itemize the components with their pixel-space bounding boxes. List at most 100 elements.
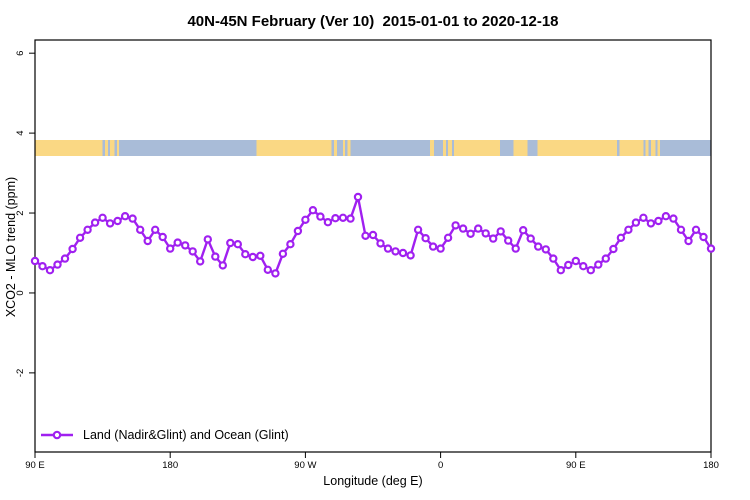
data-point — [83, 225, 92, 234]
data-point — [661, 211, 671, 221]
data-point — [75, 233, 85, 242]
data-point — [684, 236, 693, 246]
data-point — [601, 254, 611, 263]
data-point — [624, 225, 633, 234]
land-ocean-band-segment-ocean — [499, 139, 514, 156]
data-point — [564, 260, 573, 270]
y-tick-label: -2 — [15, 369, 26, 377]
data-point — [691, 225, 701, 234]
data-point — [338, 213, 348, 222]
data-point — [534, 242, 543, 251]
land-ocean-band-segment-land — [442, 139, 446, 156]
land-ocean-band-segment-land — [342, 139, 346, 156]
data-point — [646, 219, 656, 228]
data-point — [68, 244, 77, 254]
land-ocean-band-segment-ocean — [107, 139, 111, 156]
land-ocean-band-segment-land — [619, 139, 644, 156]
data-point — [451, 221, 460, 230]
data-point — [474, 224, 483, 233]
y-tick-label: 0 — [15, 290, 26, 295]
data-point — [504, 236, 513, 245]
land-ocean-band-segment-land — [448, 139, 452, 156]
land-ocean-band-segment-ocean — [119, 139, 257, 156]
data-point — [413, 225, 423, 234]
land-ocean-band-segment-ocean — [527, 139, 538, 156]
data-point — [188, 247, 197, 256]
land-ocean-band-segment-ocean — [643, 139, 646, 156]
data-point — [391, 247, 400, 256]
data-point — [436, 244, 445, 253]
data-point — [98, 213, 107, 222]
data-point — [428, 242, 438, 251]
data-point — [361, 231, 370, 240]
plot-border — [34, 39, 712, 453]
data-point — [511, 244, 520, 253]
x-tick-label: 90 E — [566, 460, 586, 471]
land-ocean-band-segment-land — [650, 139, 656, 156]
data-point — [481, 229, 490, 238]
data-point — [308, 205, 318, 215]
data-point — [323, 217, 333, 227]
data-point — [263, 265, 272, 274]
data-point — [53, 260, 62, 269]
land-ocean-band-segment-ocean — [451, 139, 455, 156]
data-point — [368, 230, 378, 240]
data-point — [706, 244, 716, 253]
data-point — [278, 249, 288, 258]
land-ocean-band-segment-land — [104, 139, 108, 156]
data-point — [609, 244, 618, 254]
data-point — [676, 225, 686, 234]
land-ocean-band-segment-ocean — [336, 139, 343, 156]
land-ocean-band-segment-land — [256, 139, 332, 156]
y-tick-label: 4 — [15, 130, 26, 135]
land-ocean-band-segment-ocean — [617, 139, 620, 156]
data-point — [699, 232, 708, 242]
data-point — [128, 214, 137, 223]
data-point — [218, 261, 227, 270]
data-point — [226, 238, 235, 248]
x-tick-label: 90 E — [25, 460, 45, 471]
data-point — [458, 224, 468, 233]
data-point — [286, 239, 295, 249]
data-point — [616, 233, 626, 242]
legend: Land (Nadir&Glint) and Ocean (Glint) — [40, 428, 289, 442]
data-point — [421, 233, 430, 243]
data-point — [594, 260, 603, 269]
land-ocean-band-segment-land — [116, 139, 120, 156]
data-point — [549, 254, 558, 263]
land-ocean-band-segment-land — [537, 139, 618, 156]
land-ocean-band-segment-land — [35, 139, 103, 156]
data-point — [346, 214, 355, 223]
x-tick-label: 180 — [703, 460, 719, 471]
land-ocean-band-segment-land — [333, 139, 337, 156]
data-point — [90, 218, 100, 227]
land-ocean-band-segment-ocean — [331, 139, 334, 156]
data-point — [586, 266, 596, 275]
data-point — [669, 214, 678, 223]
data-point — [579, 262, 588, 271]
data-point — [383, 244, 393, 253]
x-tick-label: 180 — [162, 460, 178, 471]
data-point — [376, 239, 385, 248]
legend-label: Land (Nadir&Glint) and Ocean (Glint) — [83, 428, 289, 442]
data-point — [519, 225, 528, 235]
data-point — [195, 257, 205, 266]
data-point — [203, 235, 212, 244]
land-ocean-band-segment-ocean — [659, 139, 711, 156]
land-ocean-band-segment-ocean — [433, 139, 443, 156]
data-point — [466, 229, 475, 238]
data-point — [639, 213, 648, 222]
data-point — [180, 241, 190, 250]
y-tick-label: 6 — [15, 51, 26, 56]
data-point — [158, 232, 167, 242]
land-ocean-band-segment-ocean — [648, 139, 651, 156]
x-tick-label: 90 W — [294, 460, 316, 471]
data-point — [398, 248, 408, 258]
data-point — [496, 227, 505, 236]
land-ocean-band-segment-ocean — [350, 139, 431, 156]
data-point — [271, 269, 280, 278]
data-point — [526, 234, 535, 243]
y-tick-label: 2 — [15, 210, 26, 215]
data-point — [38, 262, 47, 271]
